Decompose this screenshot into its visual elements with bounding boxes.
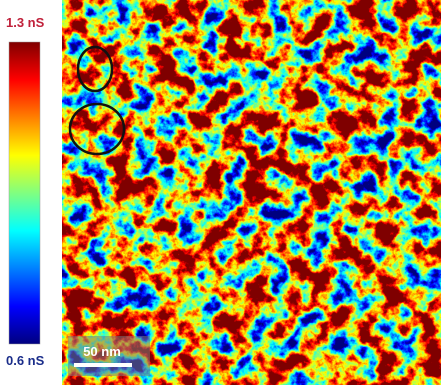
scale-bar-background xyxy=(68,336,150,376)
colorbar-min-label: 0.6 nS xyxy=(6,353,45,368)
highlight-circle xyxy=(68,102,126,156)
colorbar xyxy=(8,41,41,345)
colorbar-max-label: 1.3 nS xyxy=(6,15,45,30)
scale-bar xyxy=(74,363,132,367)
lifetime-map xyxy=(62,0,441,385)
highlight-circle xyxy=(76,45,114,93)
scale-bar-label: 50 nm xyxy=(83,344,121,359)
